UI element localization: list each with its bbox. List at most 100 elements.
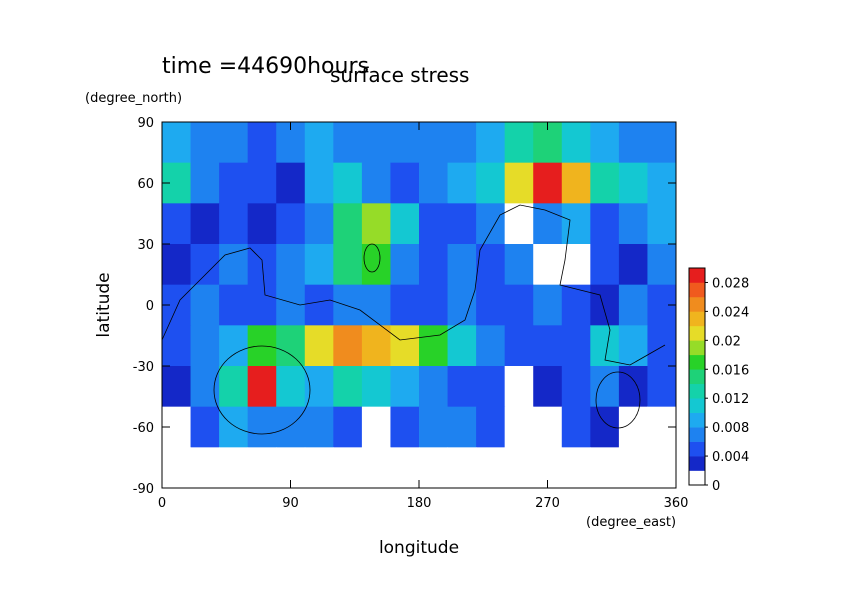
x-tick-label: 360 — [664, 496, 689, 511]
cell — [647, 203, 677, 245]
cell — [333, 406, 363, 448]
cell — [447, 244, 477, 286]
cell — [618, 447, 648, 489]
cell — [247, 366, 277, 408]
cell — [247, 122, 277, 164]
cell — [447, 325, 477, 367]
cell — [361, 447, 391, 489]
colorbar-swatch — [689, 383, 705, 399]
cell — [361, 284, 391, 326]
y-axis-label: latitude — [94, 272, 114, 337]
cell — [618, 122, 648, 164]
coastline — [595, 371, 641, 429]
cell — [162, 325, 192, 367]
cell — [419, 366, 449, 408]
cell — [447, 203, 477, 245]
y-tick-label: 60 — [137, 177, 154, 192]
cell — [304, 162, 334, 204]
cell — [276, 244, 306, 286]
cell — [390, 325, 420, 367]
cell — [533, 366, 563, 408]
colorbar-swatch — [689, 311, 705, 327]
y-units: (degree_north) — [85, 91, 182, 106]
cell — [504, 122, 534, 164]
cell — [561, 366, 591, 408]
cell — [390, 406, 420, 448]
cell — [333, 203, 363, 245]
cell — [504, 203, 534, 245]
cell — [162, 366, 192, 408]
colorbar-swatch — [689, 296, 705, 312]
cell — [476, 203, 506, 245]
colorbar-swatch — [689, 441, 705, 457]
cell — [304, 284, 334, 326]
cell — [190, 122, 220, 164]
coastlines — [161, 204, 666, 435]
cell — [504, 447, 534, 489]
cell — [533, 162, 563, 204]
cell — [162, 122, 192, 164]
cell — [476, 284, 506, 326]
cell — [447, 284, 477, 326]
cell — [590, 284, 620, 326]
cell — [390, 162, 420, 204]
cell — [247, 447, 277, 489]
cell — [247, 284, 277, 326]
cell — [590, 162, 620, 204]
colorbar-tick-label: 0.016 — [712, 363, 749, 378]
cell — [647, 447, 677, 489]
cell — [333, 162, 363, 204]
cell — [476, 406, 506, 448]
cell — [333, 325, 363, 367]
cell — [647, 366, 677, 408]
cell — [190, 447, 220, 489]
cell — [333, 366, 363, 408]
colorbar-swatch — [689, 268, 705, 283]
cell — [390, 122, 420, 164]
cell — [618, 325, 648, 367]
cell — [219, 325, 249, 367]
colorbar-tick-label: 0 — [712, 479, 720, 494]
cell — [447, 122, 477, 164]
cell — [533, 244, 563, 286]
cell — [390, 284, 420, 326]
cell — [219, 122, 249, 164]
cell — [219, 162, 249, 204]
colorbar-tick-label: 0.012 — [712, 392, 749, 407]
cell — [419, 162, 449, 204]
cell — [618, 162, 648, 204]
cell — [333, 244, 363, 286]
cell — [333, 284, 363, 326]
colorbar-tick-label: 0.008 — [712, 421, 749, 436]
coastline — [161, 204, 666, 366]
cell — [162, 447, 192, 489]
x-axis-label: longitude — [379, 538, 459, 558]
cell — [304, 406, 334, 448]
cell — [276, 162, 306, 204]
cell — [419, 122, 449, 164]
cell — [419, 203, 449, 245]
cell — [504, 284, 534, 326]
cell — [561, 447, 591, 489]
colorbar-swatch — [689, 470, 705, 486]
colorbar-swatch — [689, 412, 705, 428]
cell — [561, 406, 591, 448]
cell — [333, 122, 363, 164]
cell — [390, 366, 420, 408]
cell — [247, 162, 277, 204]
cell — [590, 366, 620, 408]
cell — [361, 366, 391, 408]
colorbar-tick-label: 0.02 — [712, 334, 741, 349]
cell — [419, 325, 449, 367]
cell — [190, 203, 220, 245]
cell — [533, 325, 563, 367]
cell — [561, 162, 591, 204]
cell — [647, 244, 677, 286]
colorbar-swatch — [689, 456, 705, 471]
x-units: (degree_east) — [586, 515, 676, 530]
colorbar-tick-label: 0.024 — [712, 305, 749, 320]
cell — [190, 406, 220, 448]
chart-title: surface stress — [330, 63, 469, 87]
cell — [590, 203, 620, 245]
